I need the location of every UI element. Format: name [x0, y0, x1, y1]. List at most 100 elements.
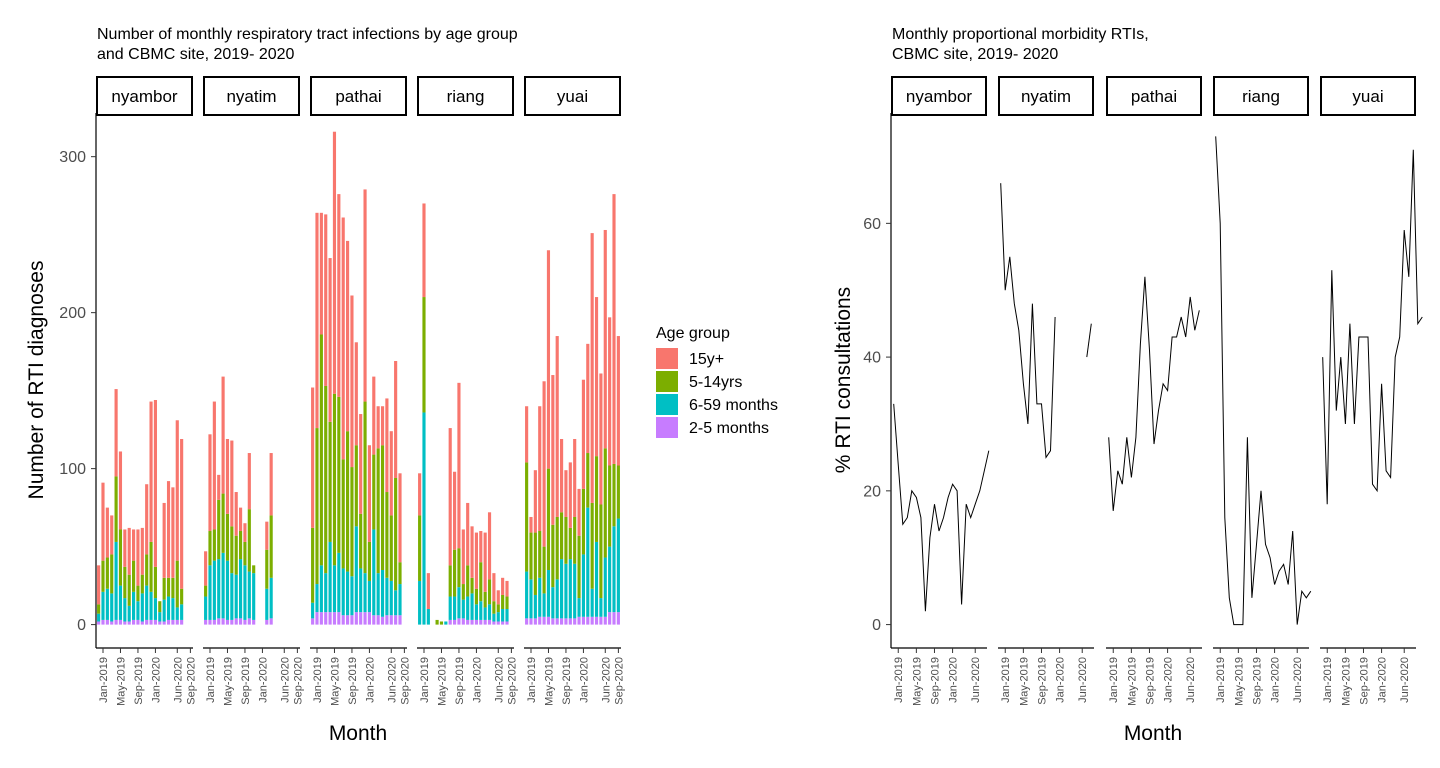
- bar-segment-2-5-months: [162, 621, 166, 625]
- bar-segment-15y-: [474, 532, 478, 589]
- bar-segment-6-59-months: [269, 577, 273, 619]
- bar-segment-2-5-months: [265, 619, 269, 625]
- bar-segment-2-5-months: [564, 618, 568, 625]
- bar-segment-2-5-months: [501, 621, 505, 625]
- bar-segment-15y-: [533, 470, 537, 533]
- line-chart-area: Monthly proportional morbidity RTIs, CBM…: [832, 26, 1423, 745]
- bar-segment-15y-: [483, 532, 487, 592]
- bar-panel-x-tick-label: Jun-2020: [493, 657, 505, 703]
- bar-segment-5-14yrs: [145, 554, 149, 586]
- bar-segment-5-14yrs: [97, 604, 101, 614]
- bar-segment-15y-: [212, 401, 216, 530]
- bar-segment-2-5-months: [560, 618, 564, 625]
- line-panel-x-tick-label: Jan-2019: [893, 657, 905, 703]
- bar-segment-2-5-months: [180, 619, 184, 625]
- bar-segment-5-14yrs: [105, 557, 109, 589]
- bar-segment-15y-: [457, 382, 461, 549]
- line-panel-pathai: pathai Jan-2019 May-2019 Sep-2019 Jan-2020 Ju…: [1106, 76, 1202, 706]
- line-chart-x-axis-title: Month: [1124, 722, 1182, 745]
- bar-segment-5-14yrs: [372, 454, 376, 530]
- bar-segment-15y-: [221, 376, 225, 494]
- bar-panel-x-tick-label: Jan-2020: [257, 657, 269, 703]
- bar-segment-15y-: [324, 214, 328, 386]
- bar-panel-x-tick-label: Sep-2020: [613, 657, 625, 705]
- line-chart-y-tick-label: 40: [863, 350, 881, 367]
- bar-segment-15y-: [140, 527, 144, 575]
- bar-segment-5-14yrs: [225, 513, 230, 561]
- bar-segment-2-5-months: [568, 618, 572, 625]
- bar-segment-2-5-months: [208, 619, 212, 625]
- bar-segment-2-5-months: [221, 618, 225, 625]
- bar-panel-x-tick-label: Sep-2019: [561, 657, 573, 705]
- bar-segment-2-5-months: [315, 612, 319, 625]
- bar-segment-15y-: [225, 438, 230, 514]
- bar-segment-2-5-months: [110, 621, 114, 625]
- bar-segment-6-59-months: [166, 596, 171, 620]
- bar-segment-2-5-months: [145, 619, 149, 625]
- bar-segment-5-14yrs: [367, 541, 371, 581]
- bar-segment-6-59-months: [418, 580, 422, 625]
- line-panel-x-tick-label: Jan-2020: [1270, 657, 1282, 703]
- line-panel-x-tick-label: Sep-2019: [1358, 657, 1370, 705]
- bar-segment-6-59-months: [394, 590, 398, 616]
- bar-segment-2-5-months: [487, 619, 492, 625]
- bar-panel-x-tick-label: Jan-2020: [471, 657, 483, 703]
- bar-segment-2-5-months: [123, 621, 127, 625]
- bar-segment-2-5-months: [166, 619, 171, 625]
- bar-segment-5-14yrs: [230, 526, 234, 574]
- bar-panel-x-tick-label: Jan-2019: [526, 657, 538, 703]
- line-chart-title: Monthly proportional morbidity RTIs, CBM…: [892, 26, 1153, 63]
- bar-segment-5-14yrs: [376, 448, 380, 574]
- bar-segment-2-5-months: [132, 619, 136, 625]
- bar-panel-strip-box: [96, 76, 193, 116]
- line-panel-nyambor: nyambor Jan-2019 May-2019 Sep-2019 Jan-2020 J…: [891, 76, 990, 706]
- line-panel-strip-box: [1213, 76, 1309, 116]
- bar-segment-6-59-months: [132, 591, 136, 620]
- line-panel-yuai: yuai Jan-2019 May-2019 Sep-2019 Jan-2020 Jun-…: [1320, 76, 1423, 706]
- bar-segment-5-14yrs: [487, 579, 492, 605]
- bar-segment-5-14yrs: [380, 445, 385, 571]
- bar-segment-5-14yrs: [590, 502, 594, 589]
- bar-segment-5-14yrs: [398, 562, 402, 585]
- bar-segment-15y-: [208, 434, 212, 532]
- bar-chart-y-tick-label: 300: [59, 149, 86, 166]
- bar-segment-6-59-months: [603, 557, 607, 617]
- bar-segment-15y-: [568, 462, 572, 528]
- bar-segment-6-59-months: [221, 552, 225, 619]
- bar-segment-2-5-months: [239, 618, 243, 625]
- bar-segment-15y-: [398, 473, 402, 563]
- line-panel-x-tick-label: Jun-2020: [1399, 657, 1411, 703]
- bar-panel-pathai: pathai Jan-2019 May-2019 Sep-2019 Jan-2020 Ju…: [310, 76, 411, 706]
- bar-segment-6-59-months: [461, 599, 465, 619]
- bar-segment-2-5-months: [457, 618, 461, 625]
- bar-segment-15y-: [123, 529, 127, 567]
- bar-segment-2-5-months: [346, 615, 350, 625]
- bar-segment-15y-: [127, 527, 131, 575]
- bar-panel-strip-label: pathai: [335, 87, 381, 106]
- bar-segment-2-5-months: [525, 618, 529, 625]
- line-chart-y-axis-title: % RTI consultations: [832, 287, 855, 473]
- bar-panel-x-tick-label: Sep-2019: [347, 657, 359, 705]
- bar-segment-6-59-months: [586, 507, 590, 617]
- bar-segment-2-5-months: [470, 619, 474, 625]
- bar-segment-5-14yrs: [496, 604, 500, 613]
- bar-segment-15y-: [612, 194, 616, 464]
- bar-segment-2-5-months: [483, 619, 487, 625]
- bar-segment-5-14yrs: [538, 531, 542, 578]
- bar-segment-5-14yrs: [568, 527, 572, 560]
- legend-swatch: [656, 394, 678, 415]
- bar-segment-5-14yrs: [175, 560, 179, 608]
- bar-segment-6-59-months: [114, 541, 118, 620]
- bar-segment-6-59-months: [212, 560, 216, 620]
- line-panel-x-tick-label: Jan-2019: [1000, 657, 1012, 703]
- bar-segment-5-14yrs: [118, 529, 123, 586]
- line-panel-x-tick-label: Sep-2019: [1144, 657, 1156, 705]
- bar-segment-15y-: [350, 295, 354, 468]
- bar-segment-6-59-months: [551, 587, 555, 619]
- line-panel-strip-box: [998, 76, 1094, 116]
- bar-panel-strip-label: nyatim: [226, 87, 276, 106]
- bar-segment-6-59-months: [568, 559, 572, 619]
- line-panel-x-tick-label: Jun-2020: [1292, 657, 1304, 703]
- bar-segment-15y-: [616, 336, 620, 466]
- bar-segment-6-59-months: [136, 601, 140, 620]
